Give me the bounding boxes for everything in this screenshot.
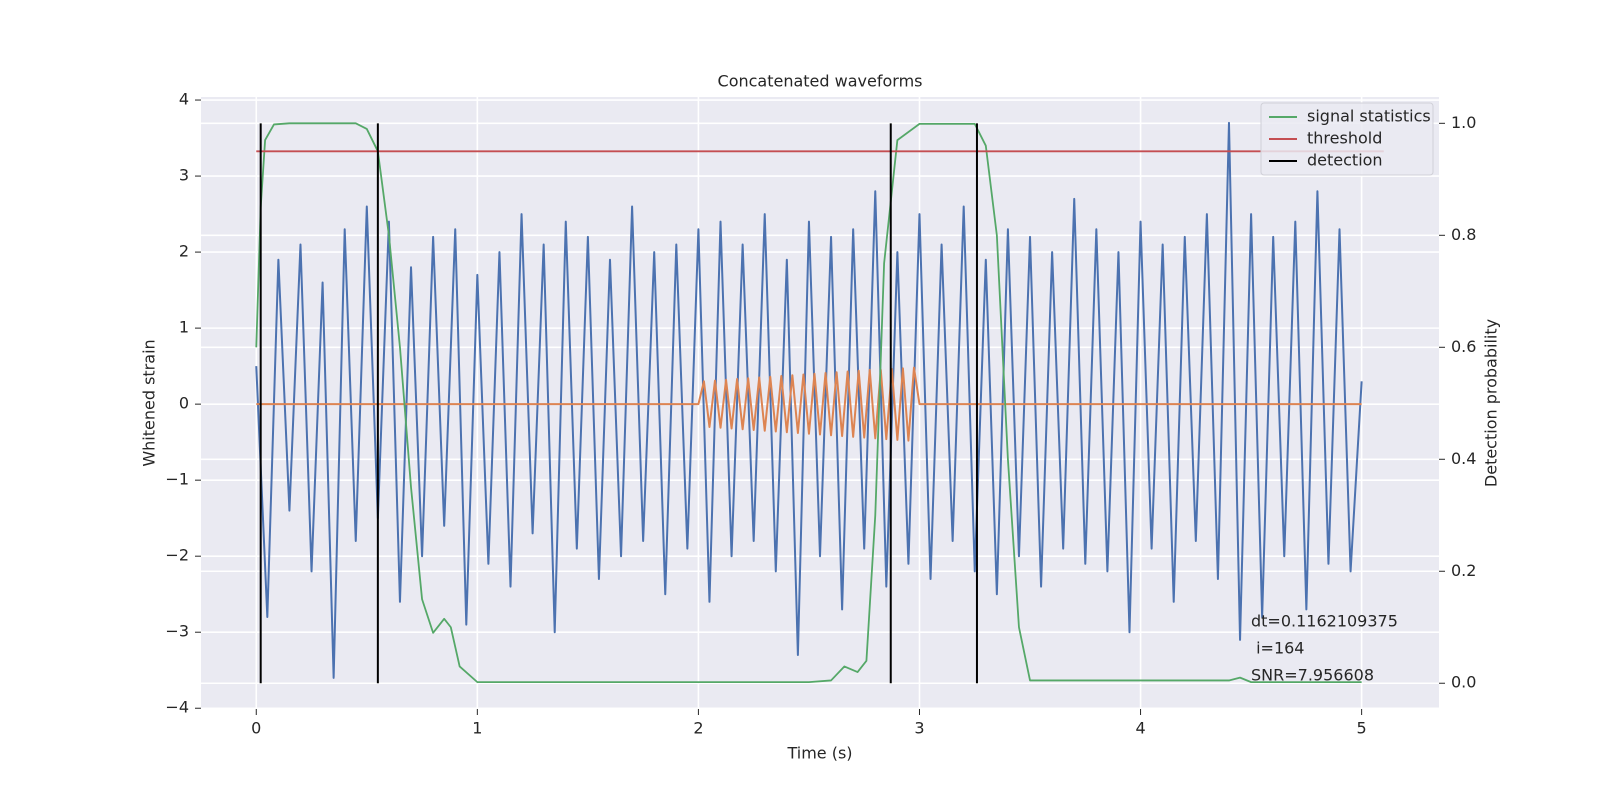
y2-tick-label: 1.0 bbox=[1451, 113, 1476, 132]
y2-axis-label: Detection probability bbox=[1482, 319, 1501, 487]
x-axis-label: Time (s) bbox=[786, 744, 852, 763]
y-tick-label: −4 bbox=[165, 698, 189, 717]
x-tick-label: 5 bbox=[1357, 719, 1367, 738]
legend-label: threshold bbox=[1307, 129, 1382, 148]
y-tick-label: 0 bbox=[179, 394, 189, 413]
legend-box bbox=[1260, 102, 1434, 176]
y2-tick-label: 0.8 bbox=[1451, 225, 1476, 244]
y2-tick-label: 0.6 bbox=[1451, 337, 1476, 356]
y2-tick-label: 0.4 bbox=[1451, 449, 1476, 468]
y-tick-label: −2 bbox=[165, 546, 189, 565]
series-line bbox=[255, 121, 1363, 679]
legend-label: detection bbox=[1307, 151, 1383, 170]
y-tick-label: 2 bbox=[179, 242, 189, 261]
chart-title: Concatenated waveforms bbox=[718, 72, 923, 91]
series-line bbox=[256, 366, 1362, 442]
annotation: dt=0.1162109375 bbox=[1251, 612, 1398, 631]
x-tick-label: 4 bbox=[1135, 719, 1145, 738]
y2-tick-label: 0.0 bbox=[1451, 673, 1476, 692]
y-tick-label: 3 bbox=[179, 166, 189, 185]
y-tick-label: −3 bbox=[165, 622, 189, 641]
annotation: SNR=7.956608 bbox=[1251, 666, 1374, 685]
y-tick-label: 4 bbox=[179, 90, 189, 109]
y-tick-label: 1 bbox=[179, 318, 189, 337]
x-tick-label: 3 bbox=[914, 719, 924, 738]
x-tick-label: 2 bbox=[693, 719, 703, 738]
series-line bbox=[255, 122, 1362, 684]
y2-tick-label: 0.2 bbox=[1451, 561, 1476, 580]
x-tick-label: 1 bbox=[472, 719, 482, 738]
x-tick-label: 0 bbox=[251, 719, 261, 738]
y-tick-label: −1 bbox=[165, 470, 189, 489]
annotation: i=164 bbox=[1251, 639, 1304, 658]
y-axis-label: Whitened strain bbox=[140, 339, 159, 466]
legend-label: signal statistics bbox=[1307, 107, 1431, 126]
